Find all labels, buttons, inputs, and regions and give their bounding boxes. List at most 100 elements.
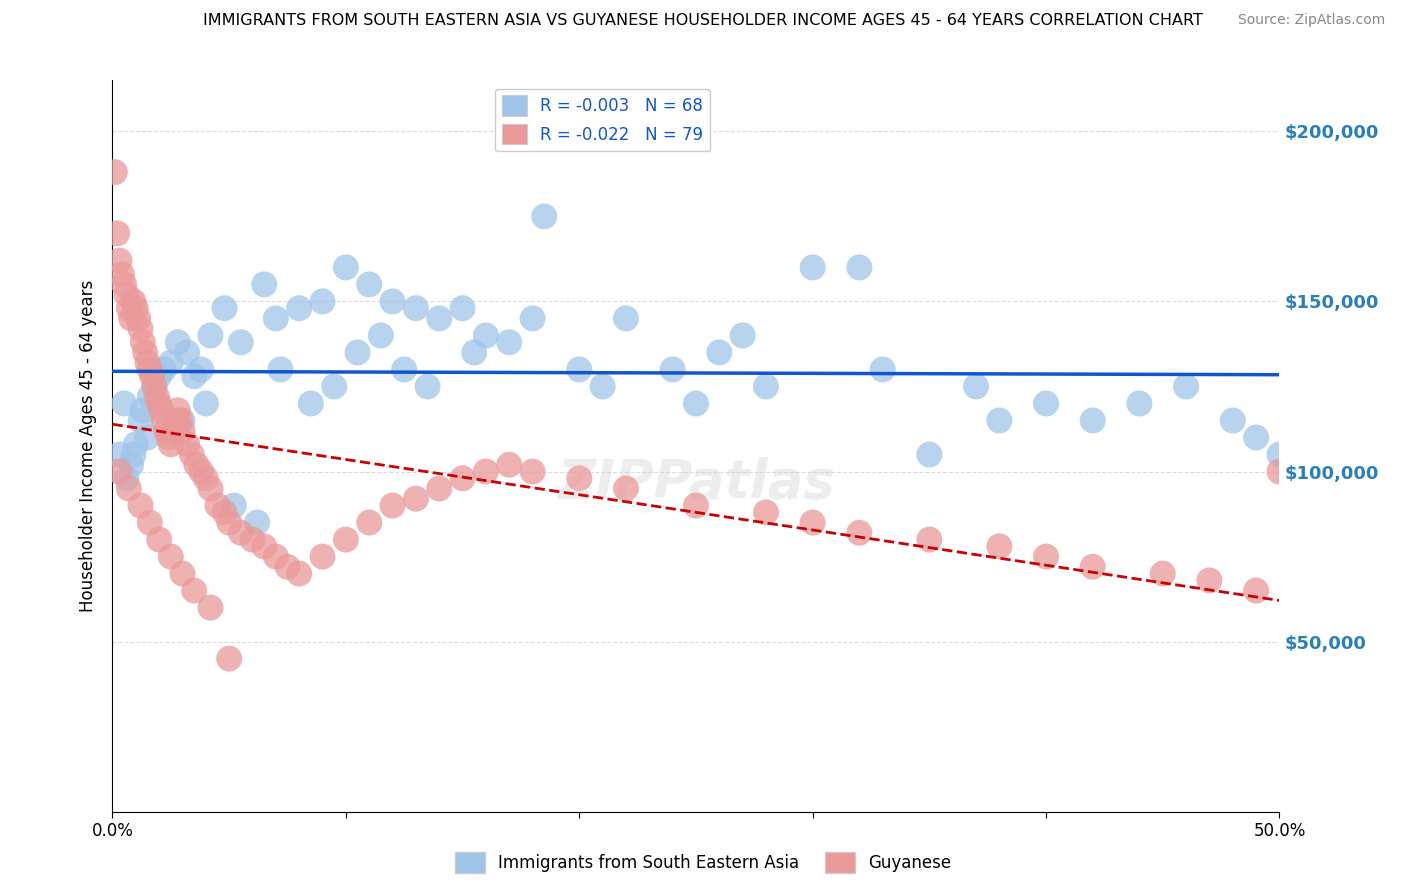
Point — [755, 505, 778, 519]
Text: IMMIGRANTS FROM SOUTH EASTERN ASIA VS GUYANESE HOUSEHOLDER INCOME AGES 45 - 64 Y: IMMIGRANTS FROM SOUTH EASTERN ASIA VS GU… — [202, 13, 1204, 29]
Point — [120, 458, 142, 472]
Point — [463, 345, 485, 359]
Point — [405, 491, 427, 506]
Point — [207, 499, 229, 513]
Point — [162, 424, 184, 438]
Point — [139, 516, 162, 530]
Point — [218, 651, 240, 665]
Text: Source: ZipAtlas.com: Source: ZipAtlas.com — [1237, 13, 1385, 28]
Point — [143, 379, 166, 393]
Point — [299, 396, 322, 410]
Point — [132, 335, 155, 350]
Point — [125, 301, 148, 316]
Point — [176, 345, 198, 359]
Point — [346, 345, 368, 359]
Point — [134, 345, 156, 359]
Point — [276, 559, 298, 574]
Point — [533, 210, 555, 224]
Y-axis label: Householder Income Ages 45 - 64 years: Householder Income Ages 45 - 64 years — [79, 280, 97, 612]
Point — [451, 301, 474, 316]
Point — [1198, 574, 1220, 588]
Point — [848, 525, 870, 540]
Point — [111, 267, 134, 281]
Point — [136, 430, 159, 444]
Point — [427, 311, 450, 326]
Point — [614, 311, 637, 326]
Point — [1244, 583, 1267, 598]
Point — [709, 345, 731, 359]
Point — [169, 413, 191, 427]
Point — [568, 471, 591, 485]
Point — [160, 437, 183, 451]
Point — [229, 335, 252, 350]
Point — [183, 369, 205, 384]
Point — [918, 533, 941, 547]
Point — [405, 301, 427, 316]
Point — [146, 390, 169, 404]
Point — [685, 396, 707, 410]
Point — [200, 482, 222, 496]
Point — [153, 362, 176, 376]
Point — [129, 413, 152, 427]
Point — [143, 379, 166, 393]
Point — [118, 301, 141, 316]
Point — [166, 335, 188, 350]
Point — [801, 516, 824, 530]
Point — [222, 499, 245, 513]
Point — [155, 424, 177, 438]
Point — [918, 448, 941, 462]
Point — [1035, 549, 1057, 564]
Point — [165, 413, 187, 427]
Point — [988, 540, 1011, 554]
Point — [108, 448, 131, 462]
Point — [1175, 379, 1198, 393]
Point — [118, 482, 141, 496]
Legend: R = -0.003   N = 68, R = -0.022   N = 79: R = -0.003 N = 68, R = -0.022 N = 79 — [495, 88, 710, 151]
Point — [288, 566, 311, 581]
Point — [172, 566, 194, 581]
Point — [592, 379, 614, 393]
Point — [150, 403, 173, 417]
Point — [335, 260, 357, 275]
Text: ZIPPatlas: ZIPPatlas — [557, 457, 835, 508]
Point — [115, 287, 138, 301]
Point — [122, 294, 145, 309]
Point — [848, 260, 870, 275]
Point — [475, 328, 498, 343]
Point — [127, 311, 149, 326]
Point — [1128, 396, 1150, 410]
Point — [120, 311, 142, 326]
Legend: Immigrants from South Eastern Asia, Guyanese: Immigrants from South Eastern Asia, Guya… — [449, 846, 957, 880]
Point — [153, 413, 176, 427]
Point — [253, 540, 276, 554]
Point — [661, 362, 683, 376]
Point — [731, 328, 754, 343]
Point — [755, 379, 778, 393]
Point — [200, 600, 222, 615]
Point — [200, 328, 222, 343]
Point — [104, 165, 127, 179]
Point — [475, 465, 498, 479]
Point — [229, 525, 252, 540]
Point — [242, 533, 264, 547]
Point — [1035, 396, 1057, 410]
Point — [108, 465, 131, 479]
Point — [148, 533, 170, 547]
Point — [381, 294, 404, 309]
Point — [160, 356, 183, 370]
Point — [141, 369, 163, 384]
Point — [370, 328, 392, 343]
Point — [172, 424, 194, 438]
Point — [498, 458, 520, 472]
Point — [214, 505, 236, 519]
Point — [359, 277, 381, 292]
Point — [568, 362, 591, 376]
Point — [988, 413, 1011, 427]
Point — [264, 549, 287, 564]
Point — [122, 448, 145, 462]
Point — [872, 362, 894, 376]
Point — [105, 227, 128, 241]
Point — [392, 362, 416, 376]
Point — [1081, 413, 1104, 427]
Point — [112, 277, 135, 292]
